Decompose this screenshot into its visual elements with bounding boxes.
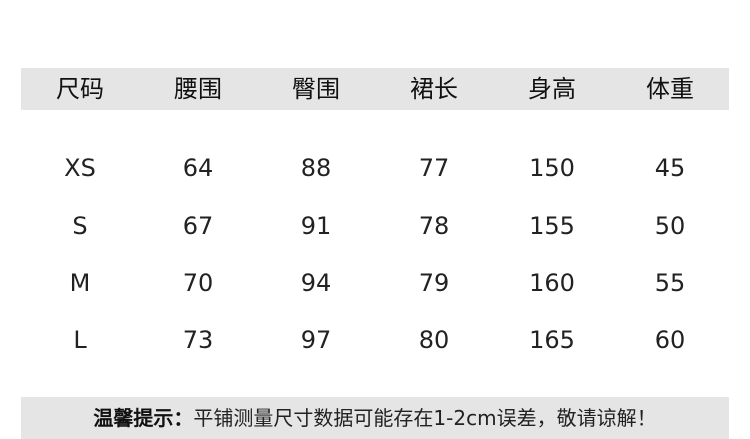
table-cell: 64 (182, 154, 214, 182)
column-header: 裙长 (410, 75, 458, 103)
table-cell: 97 (300, 326, 332, 354)
table-cell: 165 (529, 326, 575, 354)
column-header: 尺码 (56, 75, 104, 103)
table-cell: 94 (300, 269, 332, 297)
table-cell: 155 (529, 212, 575, 240)
note-label: 温馨提示： (93, 406, 194, 430)
footer-note: 温馨提示：平铺测量尺寸数据可能存在1-2cm误差，敬请谅解！ (21, 397, 729, 439)
column-header: 腰围 (174, 75, 222, 103)
table-cell: 50 (654, 212, 686, 240)
table-cell: 80 (418, 326, 450, 354)
column-header: 身高 (528, 75, 576, 103)
table-cell: 70 (182, 269, 214, 297)
column-header: 臀围 (292, 75, 340, 103)
note-text: 平铺测量尺寸数据可能存在1-2cm误差，敬请谅解！ (193, 406, 657, 430)
table-cell: 150 (529, 154, 575, 182)
table-cell: 73 (182, 326, 214, 354)
table-cell: S (72, 212, 88, 240)
table-cell: 55 (654, 269, 686, 297)
table-cell: 79 (418, 269, 450, 297)
table-cell: 88 (300, 154, 332, 182)
table-cell: 91 (300, 212, 332, 240)
table-cell: 77 (418, 154, 450, 182)
table-cell: XS (64, 154, 96, 182)
table-cell: 160 (529, 269, 575, 297)
table-cell: 67 (182, 212, 214, 240)
table-cell: 60 (654, 326, 686, 354)
table-cell: 78 (418, 212, 450, 240)
table-cell: M (69, 269, 91, 297)
table-cell: 45 (654, 154, 686, 182)
table-header-bar (21, 68, 729, 110)
column-header: 体重 (646, 75, 694, 103)
table-cell: L (73, 326, 87, 354)
